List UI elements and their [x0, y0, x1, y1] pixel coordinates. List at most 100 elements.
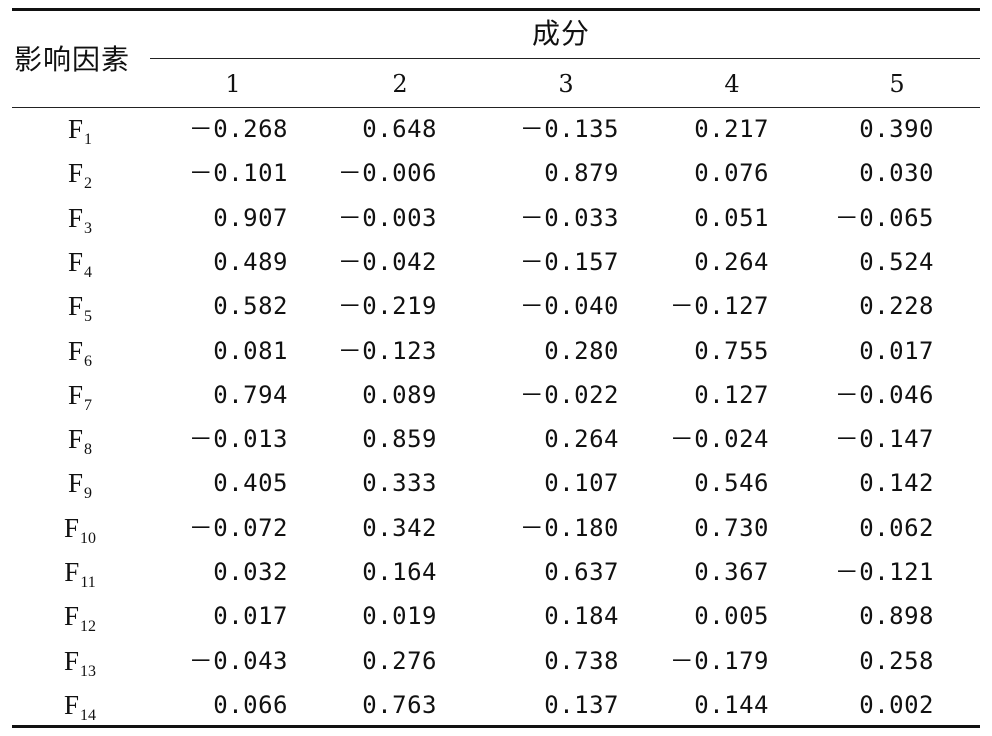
table-cell: －0.046	[834, 381, 934, 409]
factor-label: F9	[68, 470, 92, 502]
table-cell: 0.081	[213, 337, 288, 365]
table-cell: －0.179	[669, 647, 769, 675]
table-cell: 0.184	[544, 602, 619, 630]
table-cell: 0.648	[362, 115, 437, 143]
table-cell: －0.268	[188, 115, 288, 143]
table-cell: －0.219	[337, 292, 437, 320]
table-cell: 0.582	[213, 292, 288, 320]
table-cell: 0.907	[213, 204, 288, 232]
table-cell: 0.755	[694, 337, 769, 365]
table-cell: 0.017	[859, 337, 934, 365]
table-cell: －0.033	[519, 204, 619, 232]
factor-base: F	[64, 557, 80, 587]
table-cell: －0.123	[337, 337, 437, 365]
factor-base: F	[63, 601, 80, 631]
factor-base: F	[67, 380, 84, 410]
table-cell: －0.024	[669, 425, 769, 453]
column-header-4: 4	[724, 70, 740, 98]
table-cell: 0.637	[544, 558, 619, 586]
table-cell: －0.101	[188, 159, 288, 187]
table-cell: 0.738	[544, 647, 619, 675]
table-cell: 0.390	[859, 115, 934, 143]
table-cell: 0.107	[544, 469, 619, 497]
table-cell: －0.022	[519, 381, 619, 409]
factor-subscript: 10	[80, 530, 97, 547]
header-rule	[12, 107, 980, 108]
table-cell: 0.062	[859, 514, 934, 542]
row-header-label: 影响因素	[14, 43, 131, 76]
table-cell: 0.879	[544, 159, 619, 187]
table-cell: －0.121	[834, 558, 934, 586]
factor-label: F7	[68, 382, 92, 414]
factor-label: F6	[68, 338, 92, 370]
table-cell: 0.276	[362, 647, 437, 675]
factor-subscript: 4	[84, 264, 93, 281]
table-cell: －0.013	[188, 425, 288, 453]
table-cell: 0.367	[694, 558, 769, 586]
factor-subscript: 13	[80, 663, 97, 680]
table-cell: 0.217	[694, 115, 769, 143]
table-cell: 0.005	[694, 602, 769, 630]
factor-label: F11	[64, 559, 95, 591]
table-cell: 0.794	[213, 381, 288, 409]
factor-subscript: 2	[84, 175, 93, 192]
factor-subscript: 9	[84, 485, 93, 502]
factor-base: F	[67, 468, 84, 498]
table-cell: 0.144	[694, 691, 769, 719]
table-cell: 0.333	[362, 469, 437, 497]
table-cell: －0.180	[519, 514, 619, 542]
table-cell: 0.127	[694, 381, 769, 409]
table-cell: 0.342	[362, 514, 437, 542]
factor-subscript: 11	[80, 574, 96, 591]
table-cell: －0.157	[519, 248, 619, 276]
table-cell: 0.898	[859, 602, 934, 630]
table-cell: 0.546	[694, 469, 769, 497]
factor-subscript: 12	[80, 618, 97, 635]
column-header-3: 3	[558, 70, 574, 98]
factor-label: F13	[64, 648, 96, 680]
table-cell: 0.002	[859, 691, 934, 719]
table-cell: 0.859	[362, 425, 437, 453]
table-cell: 0.089	[362, 381, 437, 409]
table-cell: 0.076	[694, 159, 769, 187]
table-cell: －0.043	[188, 647, 288, 675]
table-cell: 0.019	[362, 602, 437, 630]
table-cell: 0.763	[362, 691, 437, 719]
table-cell: －0.135	[519, 115, 619, 143]
factor-base: F	[63, 690, 80, 720]
table-cell: 0.032	[213, 558, 288, 586]
top-rule	[12, 8, 980, 11]
table-cell: 0.730	[694, 514, 769, 542]
table-cell: 0.524	[859, 248, 934, 276]
table-cell: 0.142	[859, 469, 934, 497]
table-cell: 0.258	[859, 647, 934, 675]
factor-subscript: 5	[84, 308, 93, 325]
table-cell: 0.264	[694, 248, 769, 276]
factor-label: F8	[68, 426, 92, 458]
table-cell: 0.017	[213, 602, 288, 630]
factor-base: F	[63, 513, 80, 543]
group-header-label: 成分	[532, 17, 591, 50]
factor-base: F	[67, 336, 84, 366]
factor-subscript: 14	[80, 707, 97, 724]
column-header-1: 1	[225, 70, 241, 98]
factor-base: F	[67, 291, 84, 321]
table-cell: －0.147	[834, 425, 934, 453]
factor-base: F	[67, 158, 84, 188]
table-cell: 0.228	[859, 292, 934, 320]
factor-label: F12	[64, 603, 96, 635]
table-cell: 0.264	[544, 425, 619, 453]
factor-subscript: 7	[84, 397, 93, 414]
header-sub-rule	[150, 58, 980, 59]
factor-label: F3	[68, 205, 92, 237]
factor-base: F	[67, 247, 84, 277]
table-cell: －0.065	[834, 204, 934, 232]
table-cell: 0.280	[544, 337, 619, 365]
factor-base: F	[67, 203, 84, 233]
factor-subscript: 6	[84, 353, 93, 370]
table-cell: －0.042	[337, 248, 437, 276]
table-cell: －0.040	[519, 292, 619, 320]
factor-base: F	[67, 114, 84, 144]
factor-label: F10	[64, 515, 96, 547]
bottom-rule	[12, 725, 980, 728]
